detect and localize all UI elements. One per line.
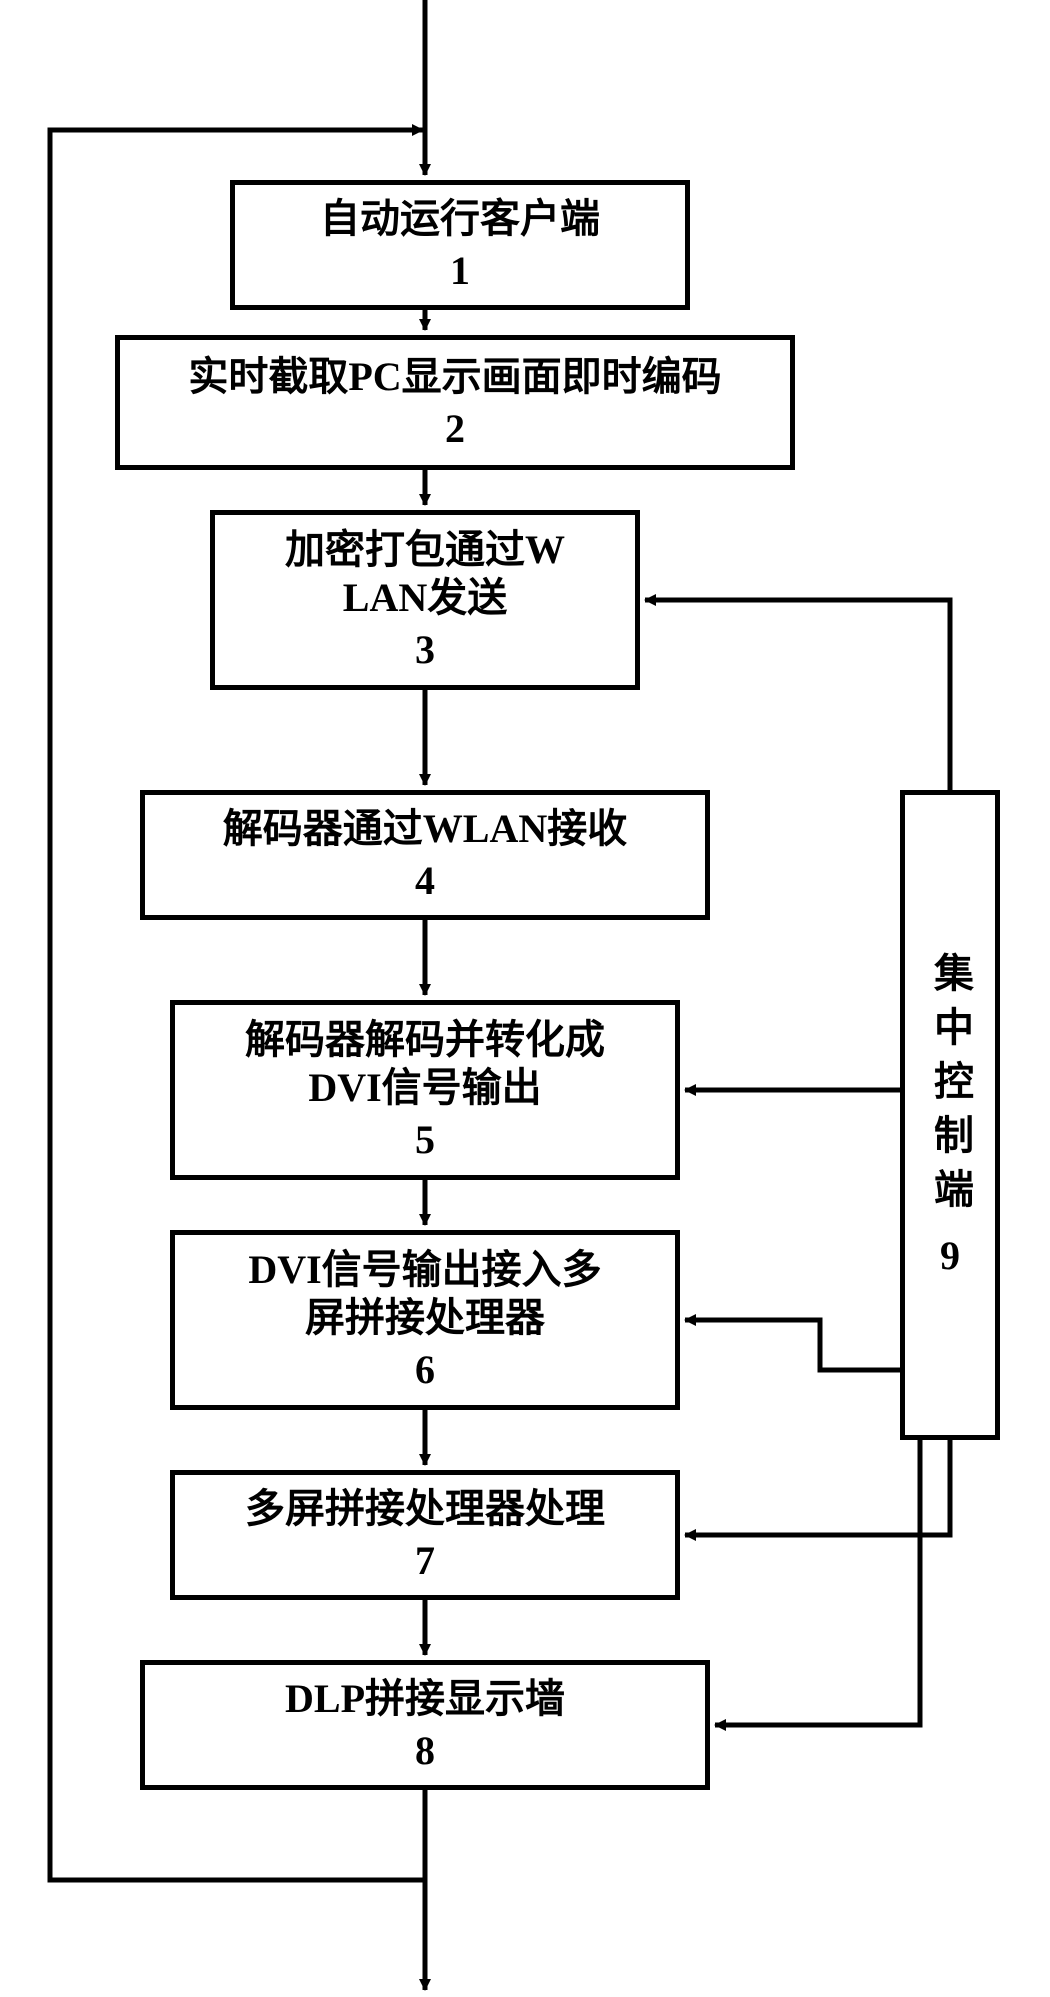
node-5: 解码器解码并转化成DVI信号输出 5 (170, 1000, 680, 1180)
node-6-num: 6 (415, 1346, 435, 1394)
node-8-label: DLP拼接显示墙 (285, 1675, 565, 1723)
node-3: 加密打包通过WLAN发送 3 (210, 510, 640, 690)
node-4: 解码器通过WLAN接收 4 (140, 790, 710, 920)
node-6-label: DVI信号输出接入多屏拼接处理器 (248, 1246, 601, 1342)
node-2-num: 2 (445, 405, 465, 453)
node-3-label: 加密打包通过WLAN发送 (285, 526, 565, 622)
node-9: 集中控制端 9 (900, 790, 1000, 1440)
node-2-label: 实时截取PC显示画面即时编码 (188, 353, 721, 401)
node-3-num: 3 (415, 626, 435, 674)
node-5-num: 5 (415, 1116, 435, 1164)
node-7: 多屏拼接处理器处理 7 (170, 1470, 680, 1600)
node-1-label: 自动运行客户端 (320, 195, 600, 243)
node-2: 实时截取PC显示画面即时编码 2 (115, 335, 795, 470)
node-7-label: 多屏拼接处理器处理 (245, 1485, 605, 1533)
node-4-num: 4 (415, 857, 435, 905)
node-9-num: 9 (940, 1232, 960, 1279)
node-8-num: 8 (415, 1727, 435, 1775)
node-9-label: 集中控制端 (921, 952, 979, 1222)
node-1: 自动运行客户端 1 (230, 180, 690, 310)
node-8: DLP拼接显示墙 8 (140, 1660, 710, 1790)
node-4-label: 解码器通过WLAN接收 (223, 805, 627, 853)
node-6: DVI信号输出接入多屏拼接处理器 6 (170, 1230, 680, 1410)
node-5-label: 解码器解码并转化成DVI信号输出 (245, 1016, 605, 1112)
node-7-num: 7 (415, 1537, 435, 1585)
node-1-num: 1 (450, 247, 470, 295)
